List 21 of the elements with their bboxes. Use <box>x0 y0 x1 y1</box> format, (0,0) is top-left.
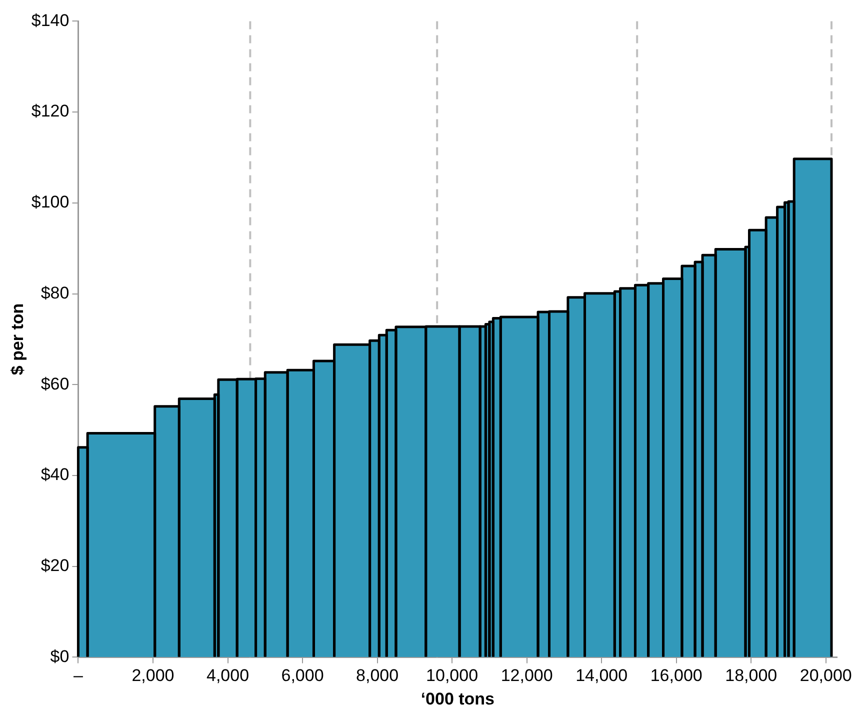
x-tick-label: 14,000 <box>576 666 628 686</box>
x-tick-label: 12,000 <box>500 666 553 686</box>
x-tick-label: 10,000 <box>426 666 478 686</box>
x-tick-label: 4,000 <box>206 666 250 686</box>
x-tick-label: – <box>73 666 84 686</box>
y-tick-label: $120 <box>31 102 70 121</box>
y-tick-label: $140 <box>31 10 70 30</box>
y-tick-label: $100 <box>31 192 70 212</box>
y-tick-label: $0 <box>50 646 70 666</box>
x-tick-label: 2,000 <box>132 666 174 686</box>
x-tick-label: 20,000 <box>800 666 852 686</box>
x-tick-label: 16,000 <box>650 666 702 686</box>
y-tick-label: $40 <box>40 465 70 484</box>
y-axis-title: $ per ton <box>8 303 27 376</box>
x-tick-label: 6,000 <box>281 666 324 686</box>
y-tick-label: $60 <box>40 374 70 394</box>
x-tick-label: 8,000 <box>356 666 399 686</box>
y-tick-label: $20 <box>40 556 70 576</box>
x-axis-title: ‘000 tons <box>420 689 495 708</box>
x-tick-label: 18,000 <box>725 666 778 686</box>
y-tick-label: $80 <box>40 283 70 302</box>
